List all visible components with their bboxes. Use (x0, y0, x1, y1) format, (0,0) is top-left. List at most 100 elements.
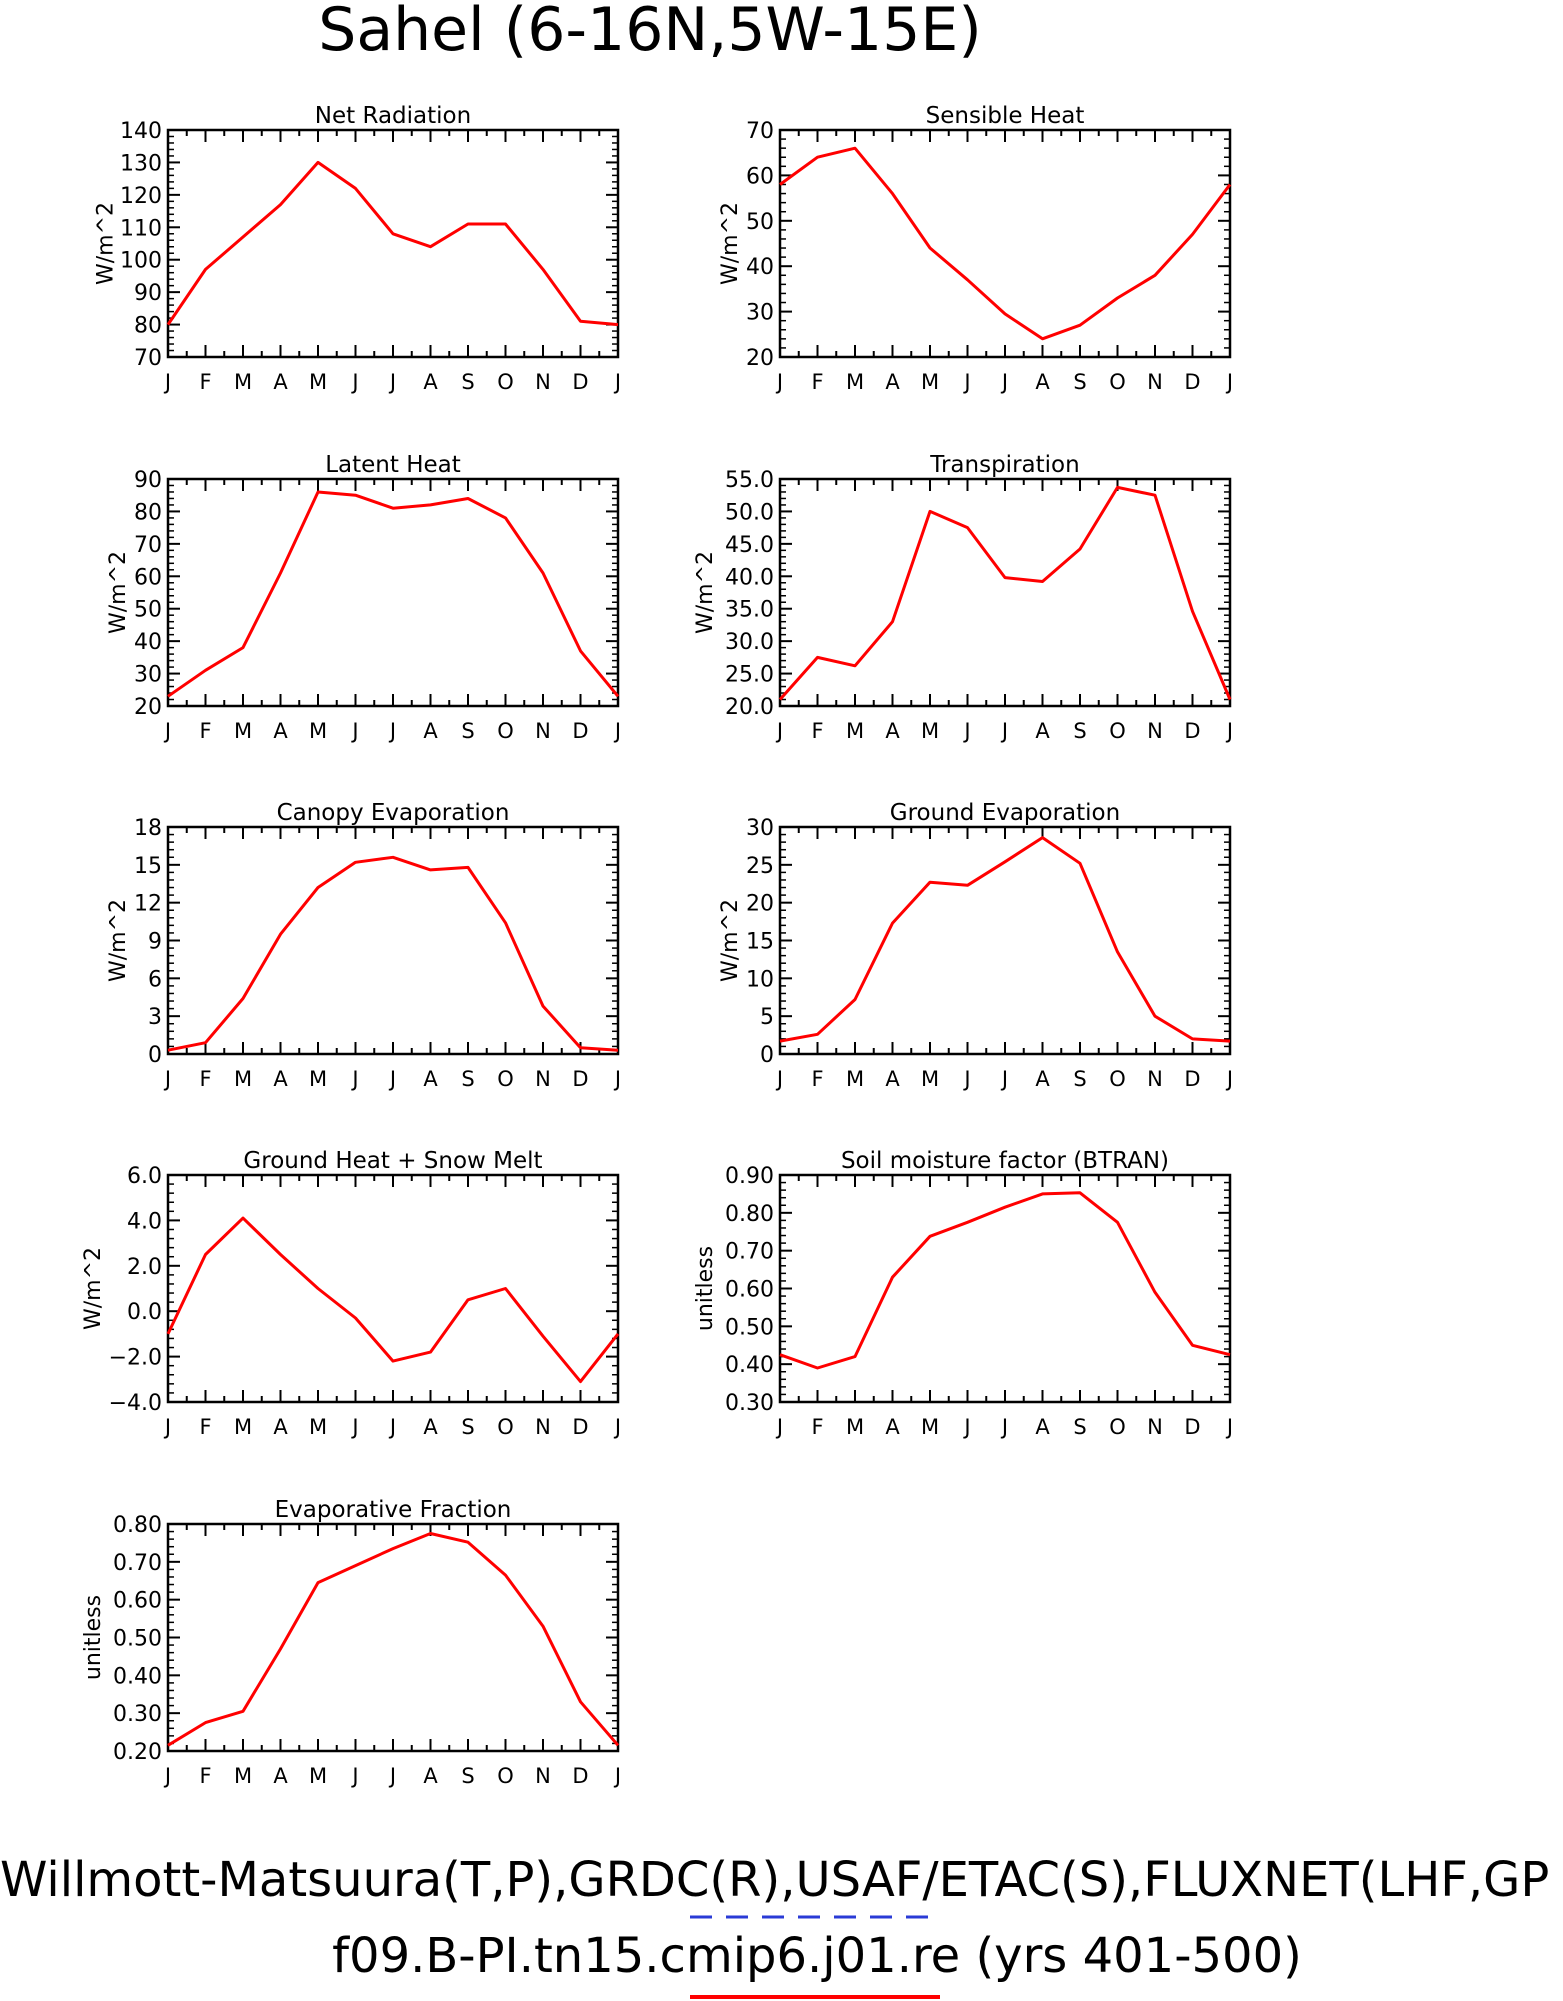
x-tick-label: D (572, 1067, 588, 1091)
x-tick-label: F (199, 370, 211, 394)
x-tick-label: N (1147, 1415, 1163, 1439)
x-tick-label: D (572, 1764, 588, 1788)
x-tick-label: M (309, 1415, 327, 1439)
y-tick-label: 60 (746, 164, 774, 189)
footer-observations: Willmott-Matsuura(T,P),GRDC(R),USAF/ETAC… (0, 1852, 1549, 1908)
y-tick-label: 0.80 (113, 1513, 162, 1538)
x-tick-label: S (461, 1415, 474, 1439)
x-tick-label: A (273, 370, 288, 394)
x-tick-label: A (273, 719, 288, 743)
x-tick-label: M (846, 370, 864, 394)
y-tick-label: 3 (148, 1005, 162, 1030)
x-tick-label: F (199, 1764, 211, 1788)
panel-title: Canopy Evaporation (277, 800, 510, 826)
x-tick-label: M (309, 719, 327, 743)
x-tick-label: O (497, 719, 514, 743)
x-tick-label: S (1073, 1415, 1086, 1439)
y-axis-label: W/m^2 (718, 899, 743, 982)
y-tick-label: 40 (134, 630, 162, 655)
x-tick-label: O (497, 370, 514, 394)
x-tick-label: J (350, 1067, 358, 1091)
y-tick-label: 12 (134, 892, 162, 917)
y-tick-label: 15 (134, 854, 162, 879)
x-tick-label: J (388, 719, 396, 743)
y-tick-label: 0.80 (725, 1202, 774, 1227)
y-tick-label: 0.20 (113, 1740, 162, 1765)
y-tick-label: 20 (746, 892, 774, 917)
x-tick-label: N (1147, 1067, 1163, 1091)
y-tick-label: 50.0 (725, 500, 774, 525)
y-tick-label: 130 (120, 151, 162, 176)
y-tick-label: 40 (746, 255, 774, 280)
y-tick-label: 30.0 (725, 630, 774, 655)
x-tick-label: J (163, 1764, 171, 1788)
x-tick-label: D (1184, 1067, 1200, 1091)
x-tick-label: J (1000, 1415, 1008, 1439)
y-tick-label: 50 (746, 210, 774, 235)
x-tick-label: F (199, 719, 211, 743)
x-tick-label: N (535, 1764, 551, 1788)
x-tick-label: J (613, 1067, 621, 1091)
y-tick-label: 20 (134, 695, 162, 720)
x-tick-label: J (962, 1415, 970, 1439)
x-tick-label: O (1109, 719, 1126, 743)
x-tick-label: O (497, 1764, 514, 1788)
x-tick-label: A (273, 1415, 288, 1439)
x-tick-label: J (1225, 1415, 1233, 1439)
series-line-ground-heat-snow-melt (166, 1216, 620, 1384)
y-tick-label: 0.0 (127, 1300, 162, 1325)
y-tick-label: 25.0 (725, 663, 774, 688)
y-tick-label: 2.0 (127, 1255, 162, 1280)
x-tick-label: J (775, 719, 783, 743)
plot-frame (166, 477, 620, 708)
x-tick-label: J (163, 370, 171, 394)
x-tick-label: M (921, 1415, 939, 1439)
panel-title: Evaporative Fraction (275, 1497, 512, 1523)
x-tick-label: N (535, 1415, 551, 1439)
y-tick-label: 0.70 (725, 1240, 774, 1265)
x-tick-label: N (535, 370, 551, 394)
x-tick-label: J (350, 1764, 358, 1788)
panel-title: Latent Heat (325, 452, 461, 478)
x-tick-label: J (350, 370, 358, 394)
panel-title: Net Radiation (315, 103, 471, 129)
x-tick-label: D (1184, 370, 1200, 394)
y-tick-label: 70 (134, 346, 162, 371)
plot-frame (778, 1173, 1232, 1404)
x-tick-label: S (1073, 370, 1086, 394)
y-tick-label: 18 (134, 816, 162, 841)
y-axis-label: W/m^2 (94, 202, 119, 285)
y-tick-label: 100 (120, 249, 162, 274)
y-tick-label: 5 (760, 1005, 774, 1030)
series-line-evaporative-fraction (167, 1532, 620, 1747)
x-tick-label: A (1035, 719, 1050, 743)
x-tick-label: M (921, 370, 939, 394)
x-tick-label: J (388, 1067, 396, 1091)
x-tick-label: J (1225, 370, 1233, 394)
y-tick-label: 55.0 (725, 468, 774, 493)
y-tick-label: 40.0 (725, 565, 774, 590)
y-tick-label: 15 (746, 930, 774, 955)
x-tick-label: J (1000, 1067, 1008, 1091)
x-tick-label: M (309, 370, 327, 394)
x-tick-label: N (1147, 719, 1163, 743)
plot-frame (778, 477, 1232, 708)
x-tick-label: M (309, 1067, 327, 1091)
x-tick-label: F (811, 719, 823, 743)
x-tick-label: F (811, 1415, 823, 1439)
series-line-transpiration (778, 485, 1232, 701)
x-tick-label: A (885, 370, 900, 394)
y-tick-label: 60 (134, 565, 162, 590)
x-tick-label: O (497, 1067, 514, 1091)
y-tick-label: −4.0 (109, 1391, 162, 1416)
y-tick-label: 0.40 (725, 1353, 774, 1378)
y-tick-label: 25 (746, 854, 774, 879)
x-tick-label: D (572, 370, 588, 394)
footer-case: f09.B-PI.tn15.cmip6.j01.re (yrs 401-500) (332, 1928, 1302, 1984)
x-tick-label: A (423, 1067, 438, 1091)
